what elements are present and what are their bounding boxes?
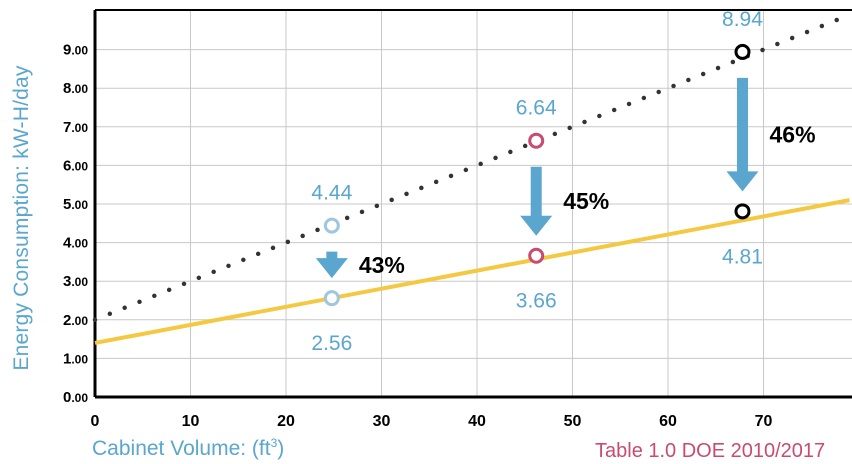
y-axis-title: Energy Consumption: kW-H/day	[10, 38, 33, 398]
x-tick-label: 40	[468, 413, 486, 430]
x-axis-title-text: Cabinet Volume: (ft	[92, 437, 271, 460]
series-line-dotted	[92, 12, 852, 323]
reduction-arrow	[520, 166, 553, 236]
value-label-top: 8.94	[722, 8, 763, 31]
reduction-percent-label: 43%	[359, 252, 405, 278]
x-tick-label: 50	[564, 413, 582, 430]
y-tick-label: 0.00	[63, 389, 88, 406]
value-label-bottom: 2.56	[311, 332, 352, 355]
value-label-bottom: 3.66	[516, 290, 557, 313]
y-axis-title-text: Energy Consumption: kW-H/day	[10, 65, 33, 371]
marker-top	[734, 43, 751, 60]
marker-bottom	[734, 203, 751, 220]
x-tick-label: 60	[659, 413, 677, 430]
y-tick-label: 1.00	[63, 350, 88, 367]
x-tick-label: 30	[373, 413, 391, 430]
y-tick-label: 7.00	[63, 119, 88, 136]
series-line-solid	[94, 198, 850, 345]
y-tick-label: 4.00	[63, 235, 88, 252]
y-tick-label: 2.00	[63, 312, 88, 329]
y-tick-label: 5.00	[63, 196, 88, 213]
x-tick-label: 20	[277, 413, 295, 430]
y-tick-label: 8.00	[63, 80, 88, 97]
value-label-bottom: 4.81	[722, 245, 763, 268]
source-note: Table 1.0 DOE 2010/2017	[595, 440, 826, 462]
x-axis-title-close: )	[277, 437, 285, 460]
reduction-percent-label: 46%	[769, 122, 815, 148]
x-tick-label: 70	[755, 413, 773, 430]
marker-bottom	[528, 247, 545, 264]
marker-top	[528, 132, 545, 149]
y-tick-label: 3.00	[63, 273, 88, 290]
reduction-arrow	[726, 77, 759, 192]
x-tick-label: 10	[182, 413, 200, 430]
marker-top	[323, 217, 340, 234]
reduction-percent-label: 45%	[563, 188, 609, 214]
marker-bottom	[323, 290, 340, 307]
reduction-arrow	[315, 251, 348, 279]
x-tick-label: 0	[91, 413, 100, 430]
x-axis-title: Cabinet Volume: (ft3)	[92, 436, 284, 461]
value-label-top: 6.64	[516, 97, 557, 120]
x-axis-title-superscript: 3	[270, 436, 278, 450]
value-label-top: 4.44	[311, 182, 352, 205]
y-tick-label: 9.00	[63, 42, 88, 59]
y-tick-label: 6.00	[63, 157, 88, 174]
